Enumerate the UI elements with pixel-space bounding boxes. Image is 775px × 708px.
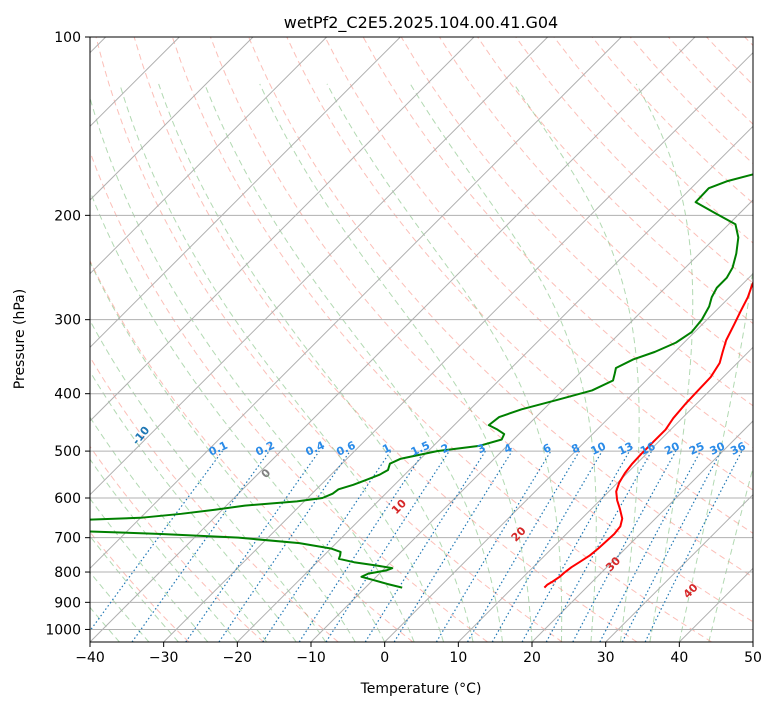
dry-adiabat-line	[324, 37, 753, 491]
isotherm-line	[531, 420, 753, 642]
dry-adiabat-line	[90, 259, 414, 642]
profile-series	[90, 173, 753, 589]
x-tick-label: 0	[380, 650, 389, 666]
mixing-ratio-line	[185, 450, 320, 642]
x-tick-label: 10	[449, 650, 467, 666]
y-tick-label: 300	[54, 313, 81, 329]
isotherm-line	[605, 493, 753, 642]
dry-adiabats	[90, 37, 753, 642]
isotherms	[90, 37, 753, 642]
dry-adiabat-line	[286, 37, 753, 534]
moist-adiabat-line	[204, 83, 504, 642]
dry-adiabat-line	[95, 37, 563, 642]
mixing-ratio-label: 13	[616, 440, 635, 458]
x-tick-label: 50	[744, 650, 762, 666]
moist-adiabat-line	[90, 497, 209, 642]
mixing-ratio-line	[521, 450, 631, 642]
isotherm-line	[90, 37, 254, 201]
moist-adiabat-line	[90, 96, 415, 642]
x-tick-label: −30	[149, 650, 179, 666]
dry-adiabat-line	[90, 445, 264, 642]
dry-adiabat-line	[90, 356, 339, 642]
x-tick-label: 40	[670, 650, 688, 666]
moist-adiabat-line	[513, 83, 640, 642]
mixing-ratio-line	[218, 450, 351, 642]
isobars	[90, 37, 753, 630]
mixing-ratio-line	[393, 450, 513, 642]
y-tick-label: 400	[54, 387, 81, 403]
mixing-ratio-line	[572, 450, 677, 642]
isotherm-line	[310, 199, 753, 642]
moist-adiabat-line	[90, 319, 327, 642]
mixing-ratio-line	[131, 450, 270, 642]
y-tick-label: 100	[54, 30, 81, 46]
moist-adiabat-line	[409, 83, 597, 642]
x-tick-label: −40	[75, 650, 105, 666]
moist-adiabat-line	[678, 83, 753, 642]
dry-adiabat-line	[515, 37, 753, 284]
isotherm-line	[90, 37, 401, 349]
isotherm-line	[90, 37, 549, 496]
y-tick-label: 900	[54, 595, 81, 611]
dry-adiabat-line	[210, 37, 753, 623]
y-tick-label: 200	[54, 208, 81, 224]
moist-adiabat-line	[90, 458, 238, 642]
moist-adiabat-line	[90, 370, 297, 642]
mixing-ratio-line	[545, 450, 653, 642]
x-tick-label: −20	[223, 650, 253, 666]
isotherm-line	[457, 346, 753, 642]
x-tick-label: 20	[523, 650, 541, 666]
dry-adiabat-line	[171, 37, 712, 642]
moist-adiabat-line	[708, 466, 753, 642]
mixing-ratio-label: 30	[708, 439, 728, 457]
mixing-ratio-label: 25	[687, 440, 706, 458]
y-tick-label: 1000	[45, 622, 81, 638]
temperature-line	[543, 280, 753, 589]
moist-adiabat-line	[119, 83, 445, 642]
moist-adiabat-line	[635, 83, 694, 642]
plot-area: 0.10.20.40.611.52346810131620253036-100-…	[90, 37, 753, 642]
x-tick-label: 30	[597, 650, 615, 666]
moist-adiabat-line	[259, 83, 533, 642]
y-tick-label: 800	[54, 565, 81, 581]
moist-adiabat-line	[90, 571, 150, 642]
isotherm-line	[90, 37, 328, 275]
dewpoint-line	[90, 173, 753, 589]
x-tick-label: −10	[296, 650, 326, 666]
dry-adiabat-line	[248, 37, 753, 578]
y-tick-label: 500	[54, 444, 81, 460]
moist-adiabat-line	[90, 535, 179, 642]
y-tick-label: 600	[54, 491, 81, 507]
moist-adiabat-line	[90, 416, 268, 642]
isotherm-line	[90, 37, 696, 642]
mixing-ratio-lines	[90, 450, 743, 642]
dry-adiabat-line	[133, 37, 638, 642]
mixing-ratio-line	[325, 450, 450, 642]
isotherm-line	[90, 37, 622, 570]
isotherm-line	[163, 51, 753, 642]
isotherm-line	[236, 125, 753, 642]
y-axis-label: Pressure (hPa)	[12, 289, 28, 389]
mixing-ratio-label: 20	[662, 439, 682, 457]
chart-title: wetPf2_C2E5.2025.104.00.41.G04	[284, 13, 558, 33]
isotherm-line	[90, 37, 475, 422]
moist-adiabat-line	[90, 260, 356, 642]
mixing-ratio-line	[644, 450, 743, 642]
x-axis-ticks: −40 −30 −20 −10 0 10 20 30 40 50	[75, 642, 762, 666]
isotherm-line	[384, 272, 753, 642]
mixing-ratio-label: 16	[638, 439, 658, 457]
mixing-ratio-label: 36	[728, 439, 748, 457]
mixing-ratio-label: 10	[589, 439, 609, 457]
plot-frame	[89, 36, 754, 643]
moist-adiabat-line	[326, 83, 563, 642]
mixing-ratio-line	[298, 450, 425, 642]
x-axis-label: Temperature (°C)	[360, 681, 482, 697]
y-tick-label: 700	[54, 531, 81, 547]
mixing-ratio-line	[90, 450, 223, 632]
mixing-ratio-line	[262, 450, 392, 642]
y-axis-ticks: 100 200 300 400 500 600 700 800 900 1000	[45, 30, 90, 638]
moist-adiabat-line	[158, 83, 474, 642]
